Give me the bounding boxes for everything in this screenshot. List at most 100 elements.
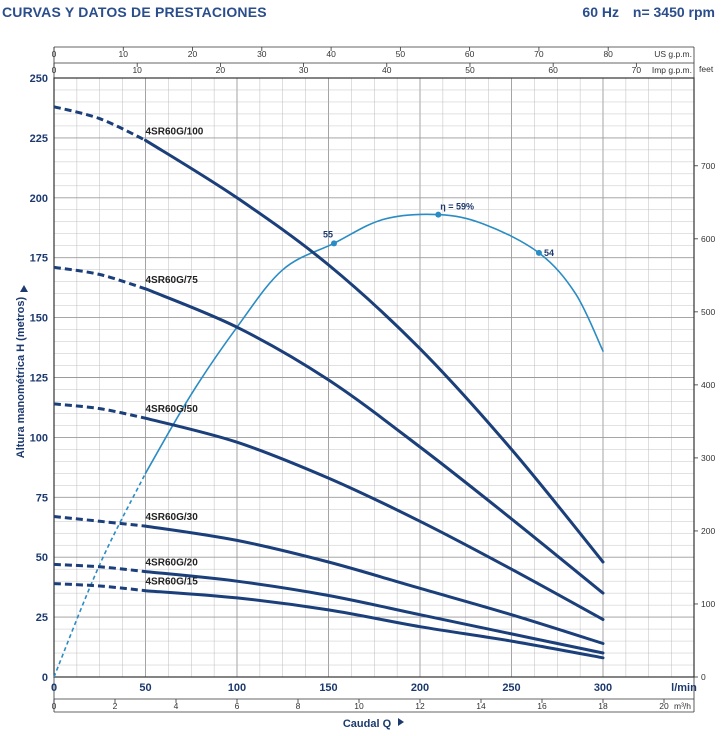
pump-curve-3-dashed [53,402,146,420]
pump-curve-2-dashed [53,265,146,291]
x-axis-label: Caudal Q [343,718,392,730]
pump-curve-6-solid [144,589,605,660]
y-tick-label: 175 [30,253,48,265]
top-us-axis-label: US g.p.m. [654,49,692,59]
top-imp-tick-label: 20 [216,65,226,75]
y-tick-label: 125 [30,373,48,385]
efficiency-label: η = 59% [440,202,474,212]
top-imp-tick-label: 0 [52,65,57,75]
top-imp-axis-label: Imp g.p.m. [652,65,692,75]
page-title: CURVAS Y DATOS DE PRESTACIONES [2,4,267,20]
bottom-m3h-tick-label: 12 [415,701,425,711]
x-tick-label: 100 [228,682,246,694]
speed-info: 60 Hz n= 3450 rpm [572,4,715,20]
right-feet-tick-label: 0 [701,672,706,682]
x-tick-label: 250 [502,682,520,694]
right-feet-tick-label: 200 [701,526,715,536]
x-tick-label: 200 [411,682,429,694]
bottom-m3h-tick-label: 20 [659,701,669,711]
bottom-m3h-tick-label: 18 [598,701,608,711]
right-feet-tick-label: 600 [701,234,715,244]
top-us-tick-label: 60 [465,49,475,59]
top-imp-tick-label: 30 [299,65,309,75]
x-axis-arrow-icon [398,718,404,726]
pump-curve-6-dashed [53,582,146,593]
top-imp-tick-label: 40 [382,65,392,75]
right-feet-tick-label: 100 [701,599,715,609]
bottom-m3h-tick-label: 8 [296,701,301,711]
y-tick-label: 50 [36,552,48,564]
pump-curve-5-dashed [53,562,146,574]
top-us-tick-label: 70 [534,49,544,59]
top-us-tick-label: 80 [603,49,613,59]
y-tick-label: 250 [30,73,48,85]
y-axis-arrow-icon [20,285,28,292]
y-tick-label: 25 [36,612,48,624]
x-unit-label: l/min [671,682,697,694]
series-label: 4SR60G/100 [146,126,204,137]
pump-curve-1-dashed [53,105,147,142]
efficiency-curve-dashed [53,472,147,678]
top-us-tick-label: 30 [257,49,267,59]
right-feet-tick-label: 500 [701,307,715,317]
bottom-m3h-axis-label: m³/h [674,701,691,711]
bottom-m3h-tick-label: 2 [113,701,118,711]
top-us-tick-label: 10 [119,49,129,59]
series-label: 4SR60G/75 [146,275,199,286]
pump-curve-1-solid [144,138,605,564]
bottom-m3h-tick-label: 0 [52,701,57,711]
bottom-m3h-tick-label: 14 [476,701,486,711]
top-us-tick-label: 40 [326,49,336,59]
efficiency-marker [330,240,337,247]
bottom-m3h-tick-label: 4 [174,701,179,711]
bottom-m3h-tick-label: 16 [537,701,547,711]
x-tick-label: 0 [51,682,57,694]
right-feet-tick-label: 700 [701,161,715,171]
efficiency-marker [435,211,442,218]
chart-labels: 4SR60G/100 4SR60G/75 4SR60G/50 4SR60G/30 4SR… [146,126,554,587]
pump-curve-4-solid [144,524,605,645]
pump-curve-2-solid [144,287,605,595]
top-imp-tick-label: 60 [548,65,558,75]
y-tick-label: 225 [30,133,48,145]
y-tick-label: 75 [36,492,48,504]
y-tick-label: 150 [30,313,48,325]
top-us-tick-label: 50 [396,49,406,59]
plot-border [53,77,695,678]
series-label: 4SR60G/30 [146,512,199,523]
top-imp-tick-label: 50 [465,65,475,75]
page-header: CURVAS Y DATOS DE PRESTACIONES 60 Hz n= … [0,0,723,26]
efficiency-marker [535,249,542,256]
x-tick-label: 150 [319,682,337,694]
x-tick-label: 50 [139,682,151,694]
y-axis-label: Altura manométrica H (metros) [15,296,27,458]
series-label: 4SR60G/15 [146,577,199,588]
rpm-label: n= 3450 rpm [632,4,715,20]
bottom-m3h-tick-label: 6 [235,701,240,711]
right-feet-axis-label: feet [699,64,714,74]
top-imp-tick-label: 70 [632,65,642,75]
right-feet-tick-label: 300 [701,453,715,463]
top-us-tick-label: 20 [188,49,198,59]
efficiency-curve-solid [144,213,604,475]
pump-curve-4-dashed [53,515,146,528]
efficiency-label: 55 [323,229,333,239]
efficiency-label: 54 [544,248,554,258]
chart-frame [53,46,695,713]
pump-curve-3-solid [144,416,605,621]
top-imp-tick-label: 10 [132,65,142,75]
right-feet-tick-label: 400 [701,380,715,390]
chart-curves [53,105,605,678]
y-tick-label: 100 [30,432,48,444]
frequency-label: 60 Hz [582,4,619,20]
y-tick-label: 0 [42,672,48,684]
top-us-tick-label: 0 [52,49,57,59]
bottom-m3h-tick-label: 10 [354,701,364,711]
y-tick-label: 200 [30,193,48,205]
series-label: 4SR60G/50 [146,404,199,415]
pump-curve-5-solid [144,570,605,655]
series-label: 4SR60G/20 [146,558,199,569]
x-tick-label: 300 [594,682,612,694]
